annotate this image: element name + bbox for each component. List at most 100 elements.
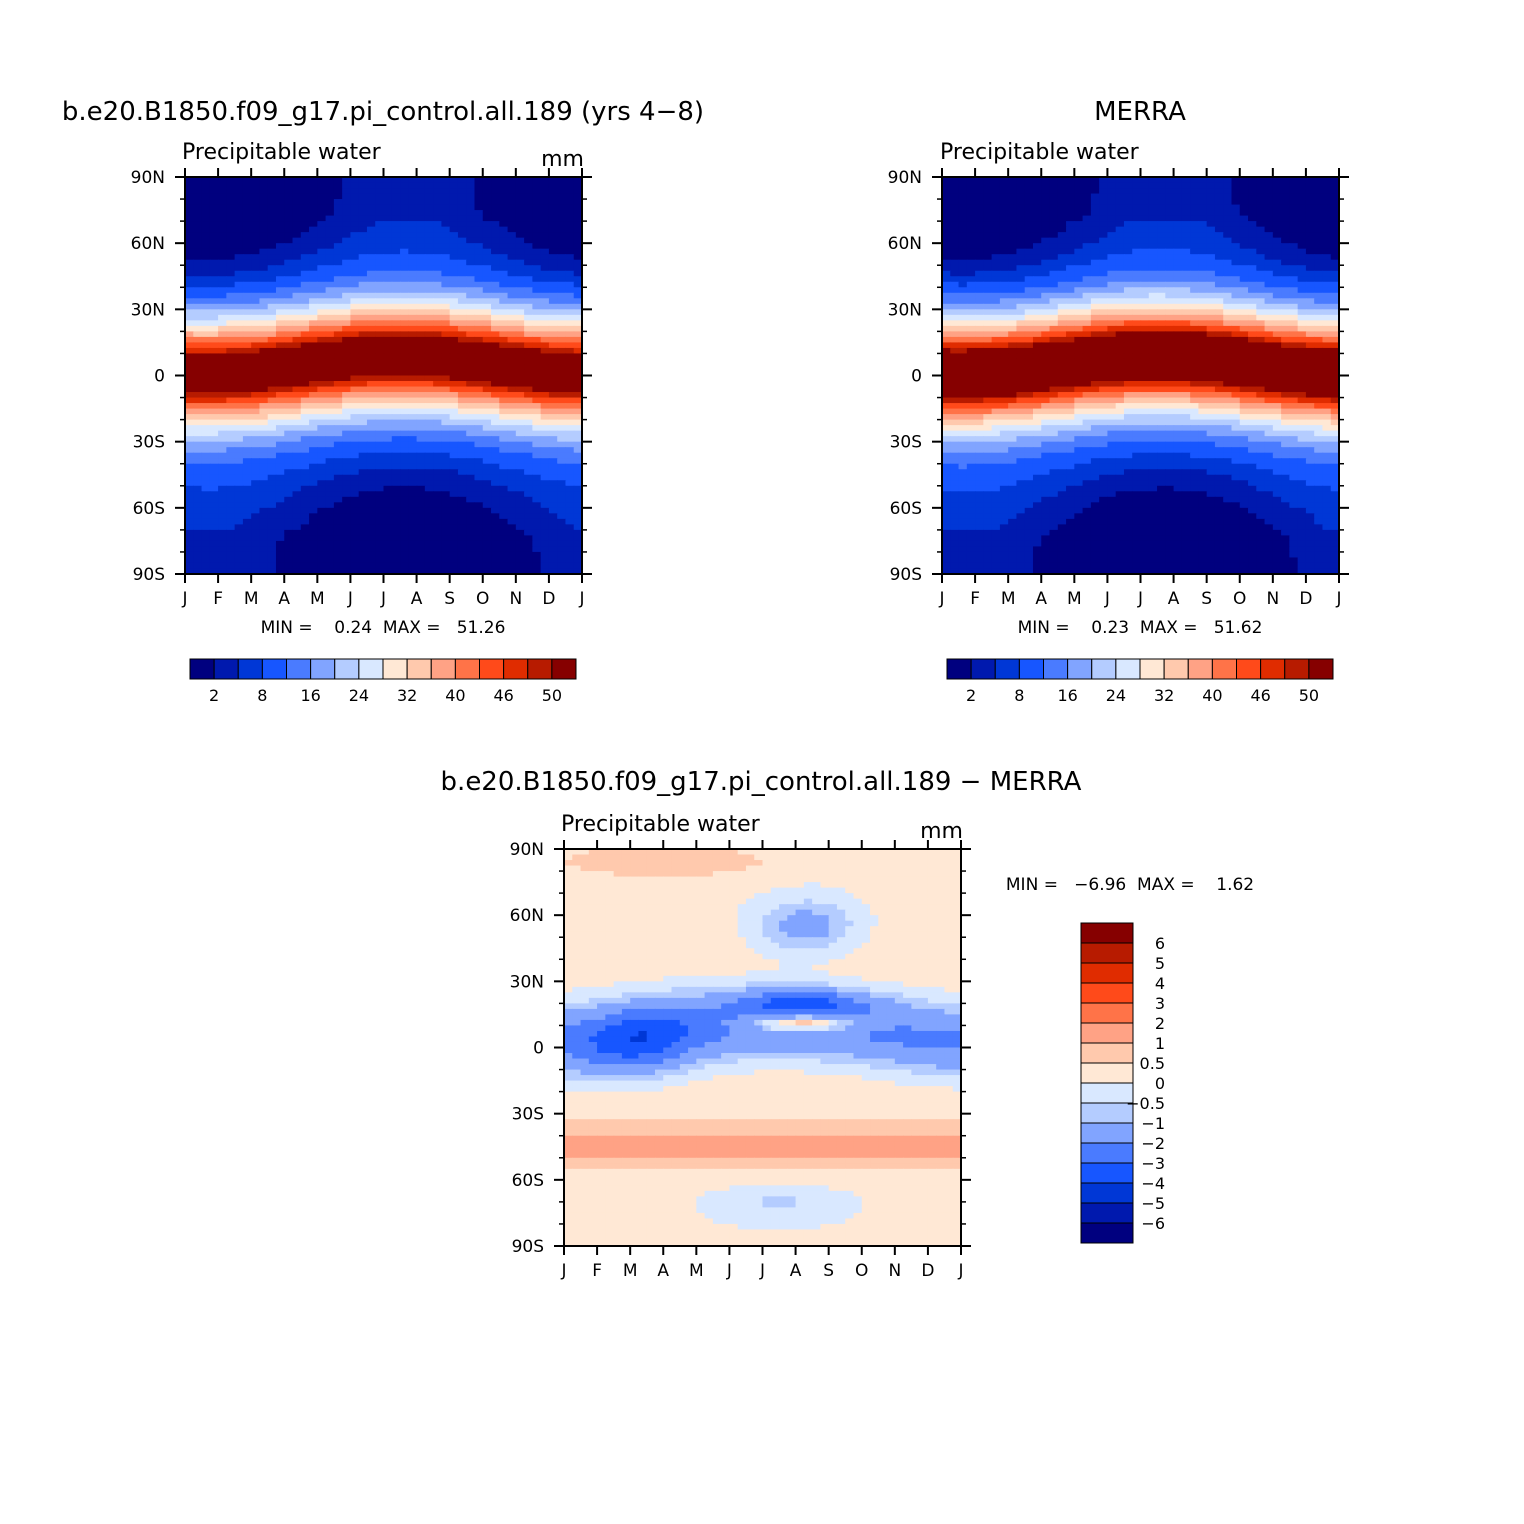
contour-cell (983, 303, 993, 310)
contour-cell (383, 386, 393, 393)
contour-cell (366, 463, 376, 470)
contour-cell (218, 425, 227, 432)
contour-cell (474, 447, 484, 454)
contour-cell (300, 562, 310, 570)
contour-cell (966, 237, 976, 244)
contour-cell (524, 375, 533, 382)
contour-cell (325, 342, 335, 349)
contour-cell (1148, 259, 1158, 266)
contour-cell (201, 232, 211, 239)
contour-cell (1016, 303, 1026, 310)
contour-cell (532, 540, 542, 548)
contour-cell (1165, 314, 1175, 321)
contour-cell (507, 188, 517, 195)
contour-cell (1148, 265, 1158, 272)
contour-cell (482, 485, 492, 492)
contour-cell (242, 292, 252, 299)
contour-cell (424, 265, 434, 272)
colorbar-box (213, 658, 239, 680)
contour-cell (565, 259, 575, 266)
contour-cell (573, 414, 582, 421)
contour-cell (1066, 265, 1075, 272)
contour-cell (499, 331, 509, 338)
contour-cell (1165, 188, 1175, 195)
contour-cell (515, 447, 525, 454)
contour-cell (1289, 215, 1299, 222)
contour-cell (449, 546, 459, 553)
contour-cell (449, 430, 459, 437)
contour-cell (1066, 248, 1075, 255)
contour-cell (1123, 320, 1133, 327)
contour-cell (573, 292, 582, 299)
contour-cell (1264, 248, 1274, 255)
contour-cell (1272, 276, 1282, 283)
contour-cell (557, 463, 567, 470)
contour-cell (466, 430, 476, 437)
contour-cell (1165, 259, 1175, 266)
contour-cell (482, 254, 492, 261)
contour-cell (375, 226, 385, 233)
contour-cell (226, 392, 236, 399)
contour-cell (383, 452, 393, 459)
contour-cell (1115, 325, 1125, 332)
contour-cell (218, 243, 227, 250)
contour-cell (482, 320, 492, 327)
contour-cell (416, 469, 426, 476)
contour-cell (408, 485, 418, 492)
contour-cell (532, 221, 542, 228)
contour-cell (1041, 298, 1051, 305)
contour-cell (1074, 298, 1084, 305)
contour-cell (383, 358, 393, 366)
contour-cell (1024, 215, 1034, 222)
contour-cell (366, 265, 376, 272)
contour-cell (1008, 265, 1018, 272)
contour-cell (1107, 188, 1117, 195)
contour-cell (524, 325, 533, 332)
contour-cell (325, 347, 335, 355)
contour-cell (991, 309, 1001, 316)
contour-cell (350, 369, 360, 377)
contour-cell (474, 568, 484, 574)
contour-cell (1289, 287, 1299, 294)
contour-cell (507, 193, 517, 200)
contour-cell (209, 480, 219, 487)
contour-cell (325, 529, 335, 536)
contour-cell (350, 265, 360, 272)
contour-cell (540, 392, 550, 399)
contour-cell (242, 419, 252, 426)
contour-cell (1115, 210, 1125, 217)
contour-cell (1181, 331, 1191, 338)
contour-cell (193, 188, 203, 195)
contour-cell (449, 474, 459, 481)
contour-cell (433, 441, 442, 448)
contour-cell (557, 496, 567, 503)
contour-cell (565, 369, 575, 377)
contour-cell (1082, 188, 1092, 195)
contour-cell (1297, 248, 1307, 255)
contour-cell (1272, 237, 1282, 244)
contour-cell (466, 425, 476, 432)
contour-cell (1281, 243, 1290, 250)
contour-cell (474, 210, 484, 217)
contour-cell (424, 480, 434, 487)
contour-cell (259, 182, 269, 189)
contour-cell (507, 375, 517, 382)
contour-cell (457, 524, 467, 531)
contour-cell (317, 248, 327, 255)
contour-cell (548, 325, 558, 332)
contour-cell (267, 281, 277, 288)
contour-cell (234, 518, 244, 525)
contour-cell (300, 452, 310, 459)
contour-cell (1181, 259, 1191, 266)
contour-cell (300, 243, 310, 250)
contour-cell (325, 320, 335, 327)
contour-cell (1041, 199, 1051, 206)
contour-cell (317, 436, 327, 443)
contour-cell (507, 529, 517, 536)
contour-cell (482, 314, 492, 321)
contour-cell (226, 292, 236, 299)
contour-cell (292, 463, 302, 470)
contour-cell (1157, 276, 1166, 283)
y-tick-label: 30S (133, 433, 165, 453)
colorbar-label: 46 (493, 686, 513, 705)
